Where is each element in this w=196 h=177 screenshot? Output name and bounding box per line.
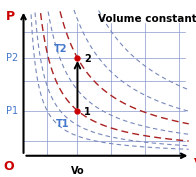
Text: Processo a: Processo a (108, 0, 160, 2)
Text: 2: 2 (84, 55, 91, 64)
Text: T1: T1 (55, 119, 69, 129)
Text: O: O (3, 160, 14, 173)
Text: P1: P1 (6, 106, 18, 116)
Text: 1: 1 (84, 107, 91, 117)
Text: P2: P2 (6, 53, 18, 63)
Text: T2: T2 (54, 44, 67, 54)
Text: P: P (5, 10, 15, 23)
Text: V: V (194, 157, 196, 170)
Text: Volume constante: Volume constante (98, 14, 196, 24)
Text: Vo: Vo (71, 166, 84, 176)
